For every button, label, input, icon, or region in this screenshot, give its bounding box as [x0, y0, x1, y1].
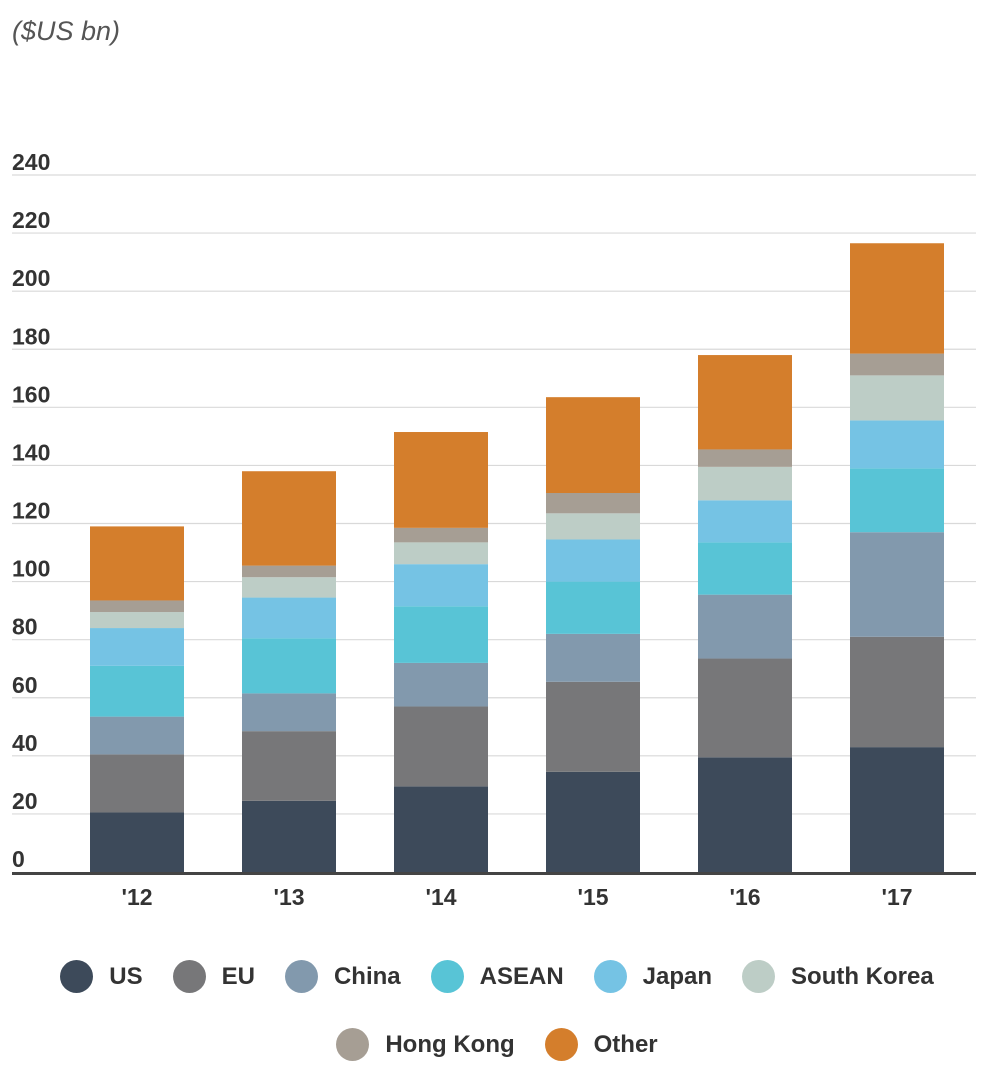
x-tick-label: '17: [881, 884, 912, 910]
bar-segment-us: [698, 757, 792, 872]
y-tick-label: 160: [12, 381, 50, 407]
y-tick-label: 220: [12, 207, 50, 233]
legend-label: Other: [593, 1030, 658, 1058]
legend-item: US: [60, 960, 143, 993]
bar-segment-japan: [850, 420, 944, 469]
bar-segment-us: [546, 771, 640, 872]
bar-segment-south-korea: [90, 612, 184, 629]
bar-segment-south-korea: [698, 466, 792, 501]
x-tick-label: '13: [273, 884, 304, 910]
x-tick-label: '12: [121, 884, 152, 910]
bar-segment-japan: [698, 500, 792, 543]
legend-item: Hong Kong: [336, 1028, 515, 1061]
y-tick-label: 120: [12, 498, 50, 524]
legend-swatch: [593, 960, 627, 993]
legend-row-1: US EU China ASEAN Japan South Korea: [0, 960, 994, 993]
bar-segment-eu: [546, 681, 640, 772]
bars: [90, 243, 944, 872]
x-tick-label: '15: [577, 884, 608, 910]
unit-label: ($US bn): [12, 16, 121, 46]
legend-item: China: [284, 960, 401, 993]
bar-segment-asean: [394, 606, 488, 663]
x-tick-label: '14: [425, 884, 456, 910]
bar-segment-china: [546, 633, 640, 682]
bar-segment-hong-kong: [850, 353, 944, 376]
bar-segment-china: [242, 693, 336, 732]
bar-segment-japan: [242, 597, 336, 639]
bar-segment-hong-kong: [546, 493, 640, 514]
bar-segment-eu: [394, 706, 488, 787]
bar-segment-south-korea: [546, 513, 640, 540]
legend-label: Japan: [642, 962, 713, 990]
bar-segment-eu: [242, 731, 336, 801]
bar-segment-south-korea: [394, 542, 488, 565]
bar-segment-us: [850, 747, 944, 872]
y-tick-label: 80: [12, 614, 38, 640]
bar-segment-hong-kong: [242, 565, 336, 578]
legend-item: ASEAN: [430, 960, 564, 993]
bar-segment-hong-kong: [394, 527, 488, 543]
bar-segment-eu: [90, 754, 184, 813]
legend-label: ASEAN: [479, 962, 564, 990]
bar-segment-us: [242, 800, 336, 872]
bar-segment-asean: [698, 542, 792, 595]
bar-segment-hong-kong: [698, 449, 792, 467]
legend-swatch: [336, 1028, 370, 1061]
bar-segment-asean: [242, 638, 336, 694]
bar-segment-asean: [90, 665, 184, 717]
legend-swatch: [742, 960, 776, 993]
legend-label: Hong Kong: [385, 1030, 515, 1058]
legend-item: Japan: [593, 960, 713, 993]
legend-swatch: [544, 1028, 578, 1061]
legend-item: Other: [544, 1028, 658, 1061]
bar-segment-other: [90, 526, 184, 601]
y-tick-label: 40: [12, 730, 38, 756]
y-tick-label: 60: [12, 672, 38, 698]
bar-segment-japan: [546, 539, 640, 582]
y-tick-label: 20: [12, 788, 38, 814]
legend-swatch: [172, 960, 206, 993]
y-tick-label: 200: [12, 265, 50, 291]
legend-label: China: [333, 962, 401, 990]
bar-segment-japan: [90, 628, 184, 666]
x-tick-label: '16: [729, 884, 760, 910]
y-tick-label: 0: [12, 846, 25, 872]
legend-label: South Korea: [791, 962, 934, 990]
stacked-bar-chart: 0 20 40 60 80 100 120 140 160 180 200 220 240 '12 '13…: [12, 149, 976, 910]
bar-segment-eu: [850, 636, 944, 748]
bar-segment-other: [394, 432, 488, 528]
x-axis-ticks: '12 '13 '14 '15 '16 '17: [121, 884, 912, 910]
bar-segment-hong-kong: [90, 600, 184, 613]
bar-segment-other: [242, 471, 336, 566]
bar-segment-other: [850, 243, 944, 354]
legend-item: EU: [172, 960, 255, 993]
legend-swatch: [60, 960, 94, 993]
legend-label: US: [109, 962, 143, 990]
bar-segment-japan: [394, 564, 488, 607]
bar-segment-asean: [546, 581, 640, 634]
legend-swatch: [430, 960, 464, 993]
legend-item: South Korea: [742, 960, 934, 993]
legend-swatch: [284, 960, 318, 993]
bar-segment-other: [698, 355, 792, 450]
bar-segment-us: [394, 786, 488, 872]
bar-segment-china: [850, 532, 944, 637]
bar-segment-china: [394, 662, 488, 707]
bar-segment-other: [546, 397, 640, 494]
y-tick-label: 140: [12, 439, 50, 465]
y-tick-label: 180: [12, 323, 50, 349]
legend-row-2: Hong Kong Other: [0, 1028, 994, 1061]
bar-segment-eu: [698, 658, 792, 758]
bar-segment-china: [90, 716, 184, 755]
y-tick-label: 100: [12, 556, 50, 582]
bar-segment-south-korea: [850, 375, 944, 421]
y-axis-ticks: 0 20 40 60 80 100 120 140 160 180 200 220 240: [12, 149, 50, 872]
legend-label: EU: [221, 962, 255, 990]
bar-segment-south-korea: [242, 577, 336, 598]
bar-segment-us: [90, 812, 184, 872]
bar-segment-asean: [850, 468, 944, 533]
y-tick-label: 240: [12, 149, 50, 175]
bar-segment-china: [698, 594, 792, 659]
